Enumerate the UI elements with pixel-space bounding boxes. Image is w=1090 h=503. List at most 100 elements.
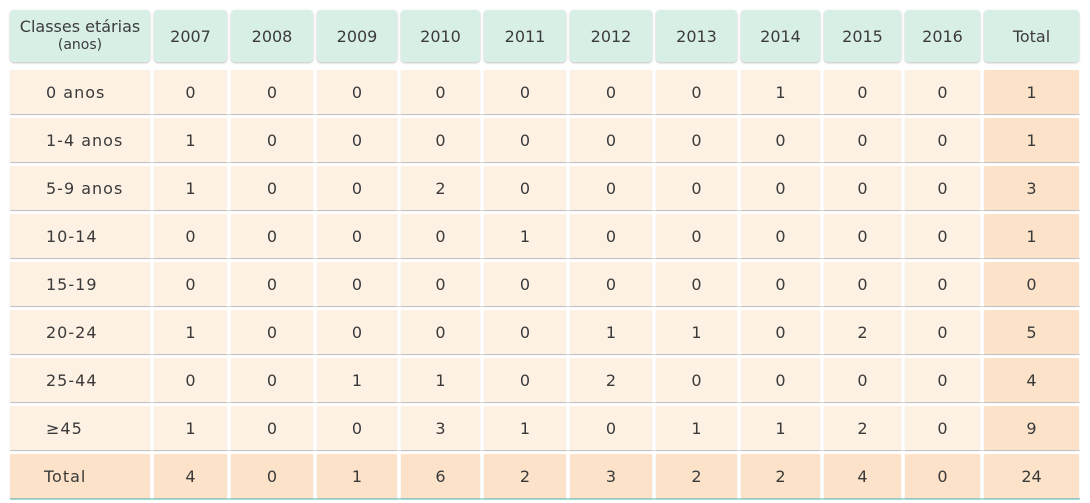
table-row: ≥45 1 0 0 3 1 0 1 1 2 0 9: [10, 406, 1080, 451]
table-cell: 0: [154, 70, 227, 114]
row-label: 15-19: [10, 262, 150, 306]
table-body: 0 anos 0 0 0 0 0 0 0 1 0 0 1 1-4 anos 1 0 0 0 0 0 0 0 0 0 1 5-9 …: [10, 70, 1080, 500]
table-cell: 0: [317, 70, 397, 114]
row-total-cell: 3: [984, 166, 1079, 210]
table-cell: 0: [401, 262, 480, 306]
table-cell: 0: [317, 214, 397, 258]
header-col-2010: 2010: [401, 10, 480, 62]
row-total-cell: 9: [984, 406, 1079, 450]
table-cell: 0: [484, 70, 566, 114]
table-cell: 2: [741, 454, 820, 498]
header-col-2009: 2009: [317, 10, 397, 62]
table-cell: 0: [741, 166, 820, 210]
header-col-total: Total: [984, 10, 1079, 62]
table-cell: 1: [484, 214, 566, 258]
table-row: 5-9 anos 1 0 0 2 0 0 0 0 0 0 3: [10, 166, 1080, 211]
table-cell: 1: [656, 310, 737, 354]
row-label: 20-24: [10, 310, 150, 354]
table-cell: 0: [656, 214, 737, 258]
table-cell: 0: [317, 118, 397, 162]
table-cell: 1: [317, 358, 397, 402]
header-col-2015: 2015: [824, 10, 901, 62]
header-age-class-title: Classes etárias: [19, 17, 141, 36]
table-cell: 0: [905, 214, 980, 258]
header-col-2012: 2012: [570, 10, 652, 62]
table-cell: 0: [484, 262, 566, 306]
row-label: Total: [10, 454, 150, 498]
table-cell: 0: [656, 118, 737, 162]
table-row: 15-19 0 0 0 0 0 0 0 0 0 0 0: [10, 262, 1080, 307]
row-total-cell: 1: [984, 70, 1079, 114]
table-cell: 1: [154, 406, 227, 450]
table-cell: 1: [570, 310, 652, 354]
table-cell: 0: [570, 166, 652, 210]
table-cell: 0: [484, 358, 566, 402]
header-col-2014: 2014: [741, 10, 820, 62]
table-cell: 0: [484, 118, 566, 162]
table-cell: 0: [656, 262, 737, 306]
table-cell: 0: [401, 118, 480, 162]
table-row: 1-4 anos 1 0 0 0 0 0 0 0 0 0 1: [10, 118, 1080, 163]
table-cell: 0: [231, 214, 313, 258]
table-cell: 1: [741, 70, 820, 114]
table-cell: 0: [317, 166, 397, 210]
table-cell: 0: [741, 118, 820, 162]
table-cell: 0: [570, 406, 652, 450]
table-row: 25-44 0 0 1 1 0 2 0 0 0 0 4: [10, 358, 1080, 403]
table-cell: 0: [824, 166, 901, 210]
header-col-2016: 2016: [905, 10, 980, 62]
table-cell: 0: [905, 262, 980, 306]
header-col-2008: 2008: [231, 10, 313, 62]
table-cell: 0: [905, 310, 980, 354]
table-cell: 1: [741, 406, 820, 450]
table-cell: 2: [824, 310, 901, 354]
table-cell: 0: [570, 70, 652, 114]
table-cell: 0: [570, 118, 652, 162]
table-total-row: Total 4 0 1 6 2 3 2 2 4 0 24: [10, 454, 1080, 500]
table-cell: 1: [401, 358, 480, 402]
table-cell: 0: [905, 358, 980, 402]
table-cell: 0: [231, 166, 313, 210]
table-cell: 2: [570, 358, 652, 402]
table-cell: 1: [317, 454, 397, 498]
table-cell: 1: [154, 166, 227, 210]
table-cell: 0: [570, 214, 652, 258]
table-cell: 0: [741, 262, 820, 306]
table-cell: 0: [905, 70, 980, 114]
row-label: 10-14: [10, 214, 150, 258]
row-total-cell: 4: [984, 358, 1079, 402]
table-cell: 0: [905, 118, 980, 162]
table-row: 10-14 0 0 0 0 1 0 0 0 0 0 1: [10, 214, 1080, 259]
table-cell: 3: [570, 454, 652, 498]
table-cell: 1: [656, 406, 737, 450]
table-cell: 0: [570, 262, 652, 306]
header-col-2007: 2007: [154, 10, 227, 62]
table-cell: 2: [484, 454, 566, 498]
table-cell: 4: [154, 454, 227, 498]
table-cell: 4: [824, 454, 901, 498]
header-age-class: Classes etárias (anos): [10, 10, 150, 62]
table-cell: 0: [317, 310, 397, 354]
table-cell: 0: [401, 214, 480, 258]
table-cell: 1: [154, 118, 227, 162]
header-col-2013: 2013: [656, 10, 737, 62]
table-cell: 3: [401, 406, 480, 450]
row-total-cell: 1: [984, 118, 1079, 162]
table-cell: 1: [154, 310, 227, 354]
row-total-cell: 24: [984, 454, 1079, 498]
table-cell: 0: [824, 118, 901, 162]
table-cell: 0: [905, 454, 980, 498]
table-cell: 0: [317, 262, 397, 306]
row-label: 5-9 anos: [10, 166, 150, 210]
table-cell: 0: [154, 262, 227, 306]
table-cell: 0: [824, 358, 901, 402]
table-cell: 0: [154, 214, 227, 258]
table-cell: 0: [231, 454, 313, 498]
header-col-2011: 2011: [484, 10, 566, 62]
table-row: 20-24 1 0 0 0 0 1 1 0 2 0 5: [10, 310, 1080, 355]
table-cell: 0: [484, 310, 566, 354]
table-cell: 0: [484, 166, 566, 210]
table-cell: 2: [824, 406, 901, 450]
table-cell: 0: [824, 214, 901, 258]
table-cell: 0: [741, 214, 820, 258]
